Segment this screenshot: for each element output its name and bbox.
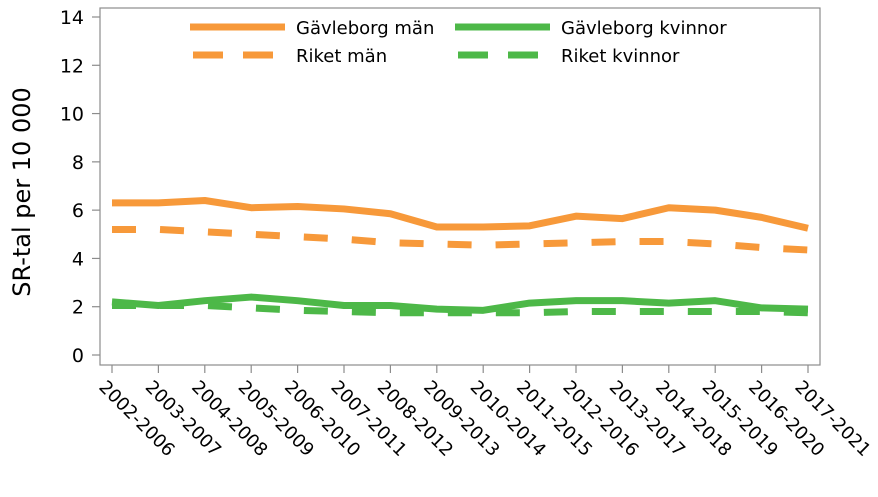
y-tick-label: 14 <box>60 7 84 29</box>
y-tick-label: 0 <box>72 345 84 367</box>
y-axis-label: SR-tal per 10 000 <box>8 87 36 296</box>
legend-label: Gävleborg män <box>296 18 434 39</box>
y-tick-label: 2 <box>72 297 84 319</box>
legend-label: Riket män <box>296 46 387 67</box>
y-tick-label: 10 <box>60 104 84 126</box>
y-tick-label: 8 <box>72 152 84 174</box>
legend-label: Gävleborg kvinnor <box>561 18 727 39</box>
y-tick-label: 4 <box>72 248 84 270</box>
plot-frame <box>99 7 821 366</box>
series-line-3 <box>112 302 809 317</box>
series-line-0 <box>112 196 809 232</box>
series-line-2 <box>112 225 809 254</box>
y-tick-label: 6 <box>72 200 84 222</box>
y-tick-label: 12 <box>60 55 84 77</box>
legend-label: Riket kvinnor <box>561 46 680 67</box>
